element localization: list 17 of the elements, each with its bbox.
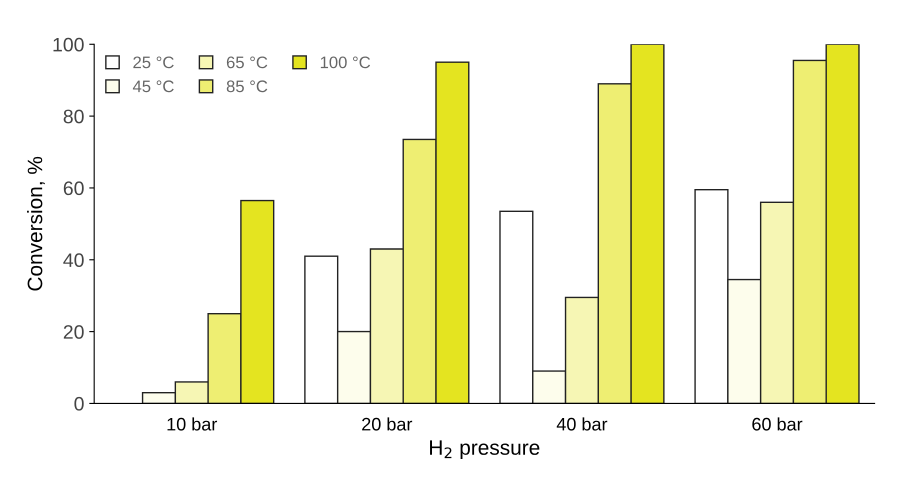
legend-label: 65 °C (226, 56, 268, 68)
x-tick-label: 60 bar (752, 417, 802, 431)
y-tick-label: 20 (64, 325, 84, 339)
y-tick-label: 100 (54, 38, 84, 52)
x-axis-title: H$_{2}$ pressure (430, 440, 540, 460)
legend-label: 45 °C (132, 80, 174, 92)
y-tick-label: 40 (63, 253, 84, 268)
y-tick-label: 80 (64, 110, 84, 124)
x-tick-label: 10 bar (168, 417, 218, 431)
x-tick-label: 40 bar (556, 417, 608, 431)
legend-label: 100 °C (320, 56, 370, 68)
y-axis-title: Conversion, % (27, 156, 45, 291)
y-tick-label: 0 (74, 396, 84, 411)
x-tick-label: 20 bar (362, 417, 412, 431)
y-tick-label: 60 (64, 181, 84, 196)
legend-label: 25 °C (133, 56, 174, 68)
legend-label: 85 °C (226, 80, 268, 92)
